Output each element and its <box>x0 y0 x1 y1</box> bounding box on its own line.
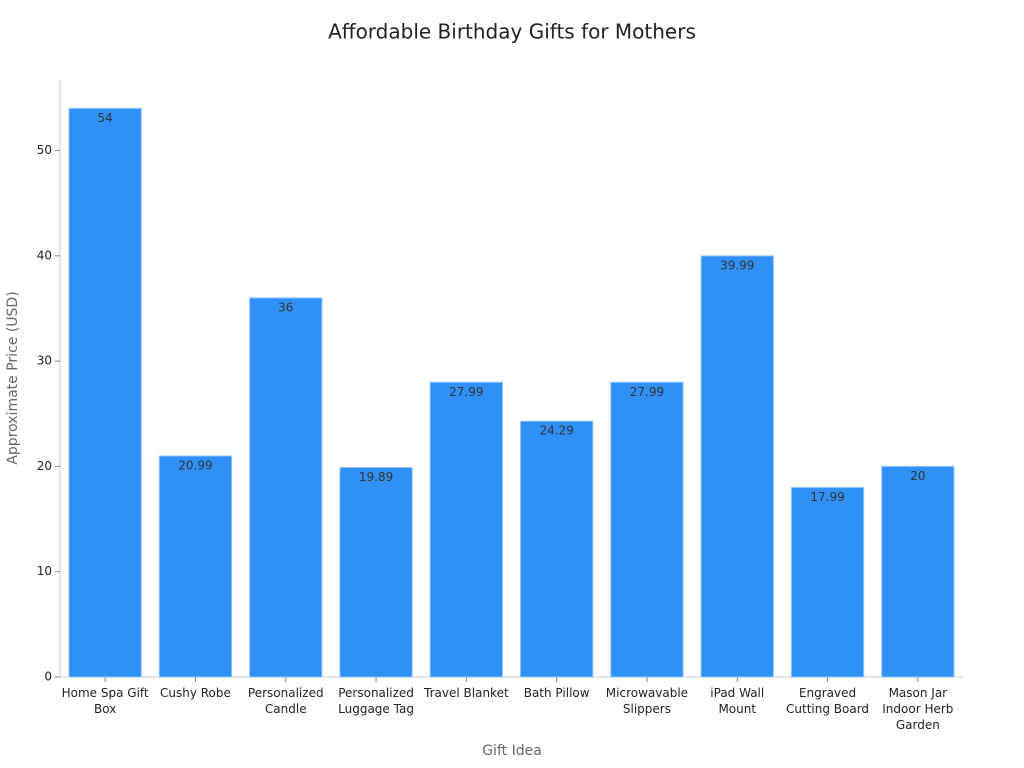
x-tick-label: Mason Jar Indoor Herb Garden <box>882 686 954 732</box>
bar <box>790 487 865 678</box>
y-tick-label: 0 <box>44 670 52 684</box>
value-label: 20 <box>910 469 925 483</box>
value-label: 27.99 <box>630 385 664 399</box>
bar <box>68 107 142 678</box>
value-label: 20.99 <box>178 458 212 472</box>
bar <box>520 420 594 678</box>
y-tick-label: 30 <box>37 354 52 368</box>
bar <box>700 255 774 678</box>
value-label: 27.99 <box>449 385 483 399</box>
x-tick-label: Bath Pillow <box>523 686 590 700</box>
bar <box>339 467 413 678</box>
value-label: 39.99 <box>720 258 754 272</box>
bar <box>249 297 323 678</box>
bar <box>881 465 955 678</box>
y-tick-label: 50 <box>37 143 52 157</box>
value-label: 24.29 <box>539 424 573 438</box>
chart-title: Affordable Birthday Gifts for Mothers <box>328 20 696 44</box>
y-tick-label: 20 <box>37 459 52 473</box>
value-label: 54 <box>98 111 113 125</box>
bar <box>610 381 684 678</box>
x-axis-label: Gift Idea <box>482 743 542 759</box>
x-tick-label: Travel Blanket <box>424 686 509 700</box>
y-axis-label: Approximate Price (USD) <box>5 291 21 464</box>
x-tick-label: Microwavable Slippers <box>605 686 689 716</box>
x-tick-label: Personalized Candle <box>247 686 324 716</box>
x-tick-label: iPad Wall Mount <box>710 686 765 716</box>
x-tick-label: Personalized Luggage Tag <box>338 686 414 716</box>
x-tick-label: Home Spa Gift Box <box>61 686 149 716</box>
x-tick-label: Engraved Cutting Board <box>786 686 870 716</box>
value-label: 17.99 <box>810 490 844 504</box>
bar <box>158 455 233 678</box>
y-tick-label: 10 <box>37 564 52 578</box>
value-label: 36 <box>278 300 293 314</box>
y-tick-label: 40 <box>37 248 52 262</box>
bar <box>429 381 503 678</box>
value-label: 19.89 <box>359 470 393 484</box>
x-tick-label: Cushy Robe <box>159 686 231 700</box>
